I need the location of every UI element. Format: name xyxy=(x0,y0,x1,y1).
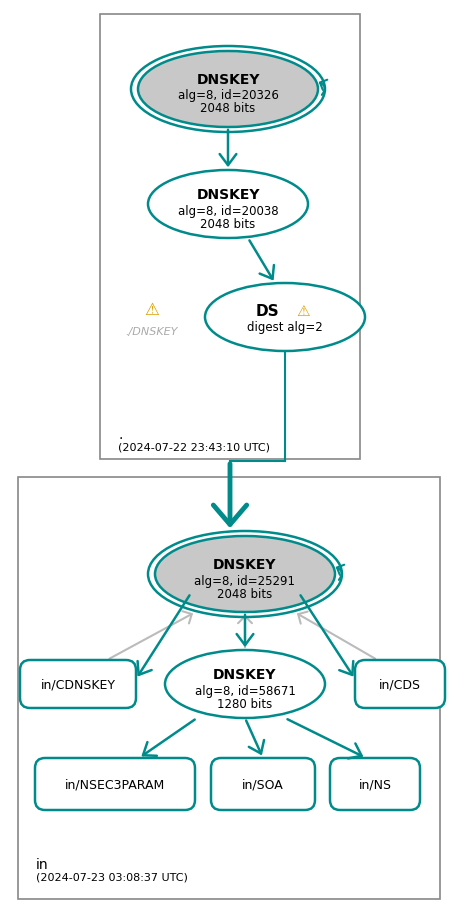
Text: .: . xyxy=(118,427,122,441)
Text: in/NSEC3PARAM: in/NSEC3PARAM xyxy=(65,777,165,790)
Text: 2048 bits: 2048 bits xyxy=(217,587,272,600)
Text: alg=8, id=20326: alg=8, id=20326 xyxy=(177,89,278,102)
Text: (2024-07-23 03:08:37 UTC): (2024-07-23 03:08:37 UTC) xyxy=(36,871,187,881)
Text: DS: DS xyxy=(255,303,278,318)
Text: in/NS: in/NS xyxy=(358,777,391,790)
Text: digest alg=2: digest alg=2 xyxy=(247,321,322,335)
Ellipse shape xyxy=(165,651,324,719)
Text: DNSKEY: DNSKEY xyxy=(213,558,276,572)
Text: (2024-07-22 23:43:10 UTC): (2024-07-22 23:43:10 UTC) xyxy=(118,441,269,451)
Text: 1280 bits: 1280 bits xyxy=(217,697,272,709)
FancyBboxPatch shape xyxy=(211,758,314,811)
FancyBboxPatch shape xyxy=(20,660,136,709)
Text: alg=8, id=20038: alg=8, id=20038 xyxy=(177,204,278,217)
Ellipse shape xyxy=(138,52,317,128)
Text: in/CDNSKEY: in/CDNSKEY xyxy=(40,678,115,691)
Text: alg=8, id=58671: alg=8, id=58671 xyxy=(194,684,295,697)
Ellipse shape xyxy=(148,171,307,239)
Text: DNSKEY: DNSKEY xyxy=(196,73,259,87)
Ellipse shape xyxy=(205,284,364,352)
FancyBboxPatch shape xyxy=(35,758,195,811)
Text: in/CDS: in/CDS xyxy=(378,678,420,691)
Text: in/SOA: in/SOA xyxy=(242,777,283,790)
FancyBboxPatch shape xyxy=(329,758,419,811)
Text: 2048 bits: 2048 bits xyxy=(200,217,255,231)
Text: ⚠: ⚠ xyxy=(144,301,159,319)
Text: 2048 bits: 2048 bits xyxy=(200,102,255,116)
Text: DNSKEY: DNSKEY xyxy=(196,187,259,202)
FancyBboxPatch shape xyxy=(18,478,439,899)
FancyBboxPatch shape xyxy=(354,660,444,709)
Text: in: in xyxy=(36,857,49,871)
Text: ⚠: ⚠ xyxy=(296,303,309,318)
Text: alg=8, id=25291: alg=8, id=25291 xyxy=(194,573,295,587)
FancyBboxPatch shape xyxy=(100,15,359,460)
Text: ./DNSKEY: ./DNSKEY xyxy=(126,326,178,336)
Ellipse shape xyxy=(155,537,334,612)
Text: DNSKEY: DNSKEY xyxy=(213,667,276,681)
